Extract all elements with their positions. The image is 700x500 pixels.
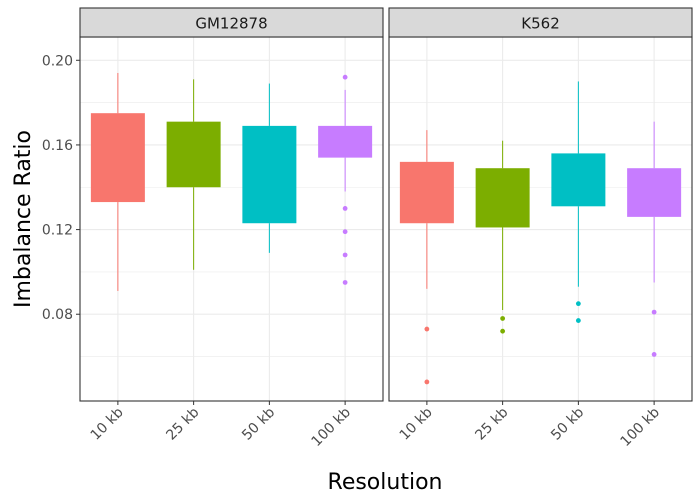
box-50kb <box>551 81 606 323</box>
box-100kb <box>318 74 373 285</box>
panel-background <box>80 37 383 401</box>
box-25kb <box>166 79 221 270</box>
box-body <box>475 168 530 228</box>
outlier-point <box>500 316 506 321</box>
facet-strip-label: K562 <box>521 15 559 33</box>
box-body <box>242 125 297 224</box>
x-tick-label: 50 kb <box>548 404 587 443</box>
box-body <box>627 168 682 217</box>
x-tick-label: 50 kb <box>239 404 278 443</box>
outlier-point <box>342 252 348 258</box>
box-10kb <box>90 72 145 291</box>
outlier-point <box>651 309 657 315</box>
box-body <box>166 121 221 188</box>
facet-strip-label: GM12878 <box>195 15 267 33</box>
box-100kb <box>627 121 682 357</box>
outlier-point <box>575 301 581 307</box>
outlier-point <box>342 206 348 211</box>
box-body <box>318 125 373 158</box>
x-tick-label: 100 kb <box>309 404 354 449</box>
outlier-point <box>651 352 657 357</box>
box-25kb <box>475 140 530 334</box>
y-tick-label: 0.12 <box>42 223 73 239</box>
x-tick-label: 10 kb <box>397 404 436 443</box>
y-tick-label: 0.08 <box>42 307 73 323</box>
y-axis-title: Imbalance Ratio <box>11 130 36 308</box>
y-tick-label: 0.20 <box>42 53 73 69</box>
outlier-point <box>424 379 430 385</box>
outlier-point <box>500 328 506 334</box>
box-body <box>399 161 454 224</box>
outlier-point <box>342 229 348 235</box>
x-tick-label: 25 kb <box>163 404 202 443</box>
y-tick-label: 0.16 <box>42 138 73 154</box>
facet-gm12878: GM12878 10 kb 25 kb 50 kb 100 kb <box>79 7 384 450</box>
outlier-point <box>575 318 581 323</box>
box-10kb <box>399 130 454 385</box>
x-tick-label: 25 kb <box>472 404 511 443</box>
outlier-point <box>342 74 348 80</box>
facet-panels: GM12878 10 kb 25 kb 50 kb 100 kb K562 10 kb 25 … <box>42 7 693 450</box>
outlier-point <box>424 326 430 332</box>
facet-k562: K562 10 kb 25 kb 50 kb 100 kb <box>388 7 693 450</box>
box-body <box>90 113 145 203</box>
x-tick-label: 10 kb <box>88 404 127 443</box>
box-body <box>551 153 606 207</box>
strip-background <box>388 7 693 38</box>
x-axis-title: Resolution <box>328 470 443 495</box>
strip-background <box>79 7 384 38</box>
x-tick-label: 100 kb <box>618 404 663 449</box>
box-50kb <box>242 83 297 253</box>
outlier-point <box>342 280 348 285</box>
